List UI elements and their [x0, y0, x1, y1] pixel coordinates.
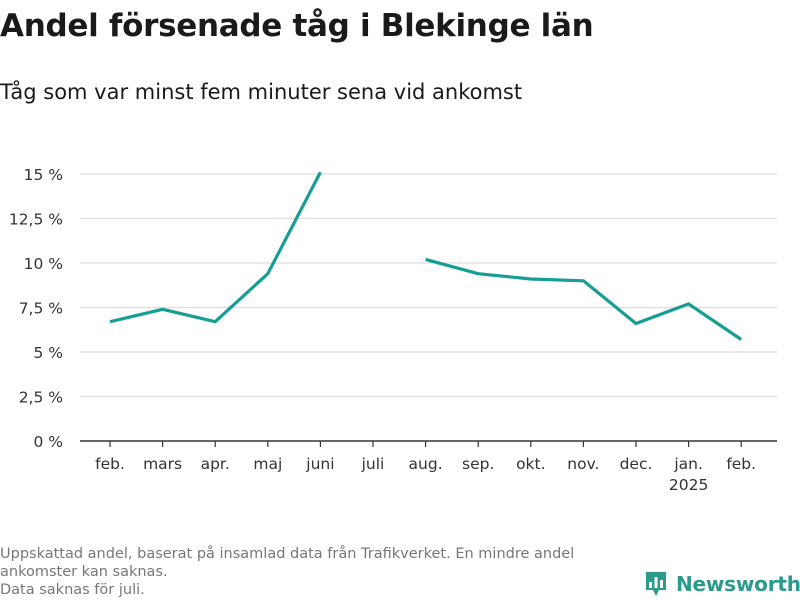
y-tick-label: 12,5 % [9, 211, 63, 229]
chart-title: Andel försenade tåg i Blekinge län [0, 8, 594, 44]
x-tick-label: aug. [409, 455, 443, 473]
footnote: Uppskattad andel, baserat på insamlad da… [0, 545, 630, 599]
x-tick-label: feb. [95, 455, 125, 473]
x-axis [80, 440, 777, 447]
series-lines [108, 171, 743, 341]
data-point [108, 320, 111, 323]
x-tick-label: mars [143, 455, 182, 473]
data-point [529, 277, 532, 280]
x-tick-label: jan. [673, 455, 703, 473]
data-point [740, 338, 743, 341]
data-point [161, 308, 164, 311]
footnote-line: ankomster kan saknas. [0, 564, 168, 580]
x-axis-tick-labels: feb. mars apr. maj juni juli aug. sep. okt. nov. d… [95, 455, 756, 494]
brand-name: Newsworthy [676, 572, 800, 596]
series-line-segment [425, 257, 743, 341]
x-tick-label: sep. [462, 455, 494, 473]
data-point [266, 272, 269, 275]
x-tick-label: juni [305, 455, 334, 473]
y-tick-label: 5 % [33, 344, 63, 362]
data-point [634, 322, 637, 325]
data-point [424, 258, 427, 261]
x-tick-label: nov. [567, 455, 599, 473]
x-tick-label: apr. [201, 455, 230, 473]
y-tick-label: 0 % [33, 433, 63, 451]
x-tick-sublabel: 2025 [669, 476, 708, 494]
data-point [582, 279, 585, 282]
x-tick-label: feb. [726, 455, 756, 473]
series-line-segment [109, 171, 322, 324]
chart-subtitle: Tåg som var minst fem minuter sena vid a… [0, 80, 523, 104]
y-tick-label: 7,5 % [19, 300, 63, 318]
data-point [687, 302, 690, 305]
x-tick-label: juli [361, 455, 385, 473]
data-point [477, 272, 480, 275]
footnote-line: Uppskattad andel, baserat på insamlad da… [0, 546, 575, 562]
y-tick-label: 2,5 % [19, 389, 63, 407]
newsworthy-logo-icon [646, 572, 666, 596]
x-tick-label: dec. [620, 455, 653, 473]
brand[interactable]: Newsworthy [644, 570, 800, 598]
footnote-line: Data saknas för juli. [0, 582, 145, 598]
x-tick-label: maj [253, 455, 282, 473]
gridlines [80, 173, 777, 398]
data-point [214, 320, 217, 323]
x-tick-label: okt. [516, 455, 545, 473]
y-axis-tick-labels: 0 % 2,5 % 5 % 7,5 % 10 % 12,5 % 15 % [9, 166, 63, 451]
y-tick-label: 15 % [24, 166, 63, 184]
data-point [319, 171, 322, 174]
line-chart: 0 % 2,5 % 5 % 7,5 % 10 % 12,5 % 15 % feb. mars a… [9, 166, 777, 494]
y-tick-label: 10 % [24, 255, 63, 273]
